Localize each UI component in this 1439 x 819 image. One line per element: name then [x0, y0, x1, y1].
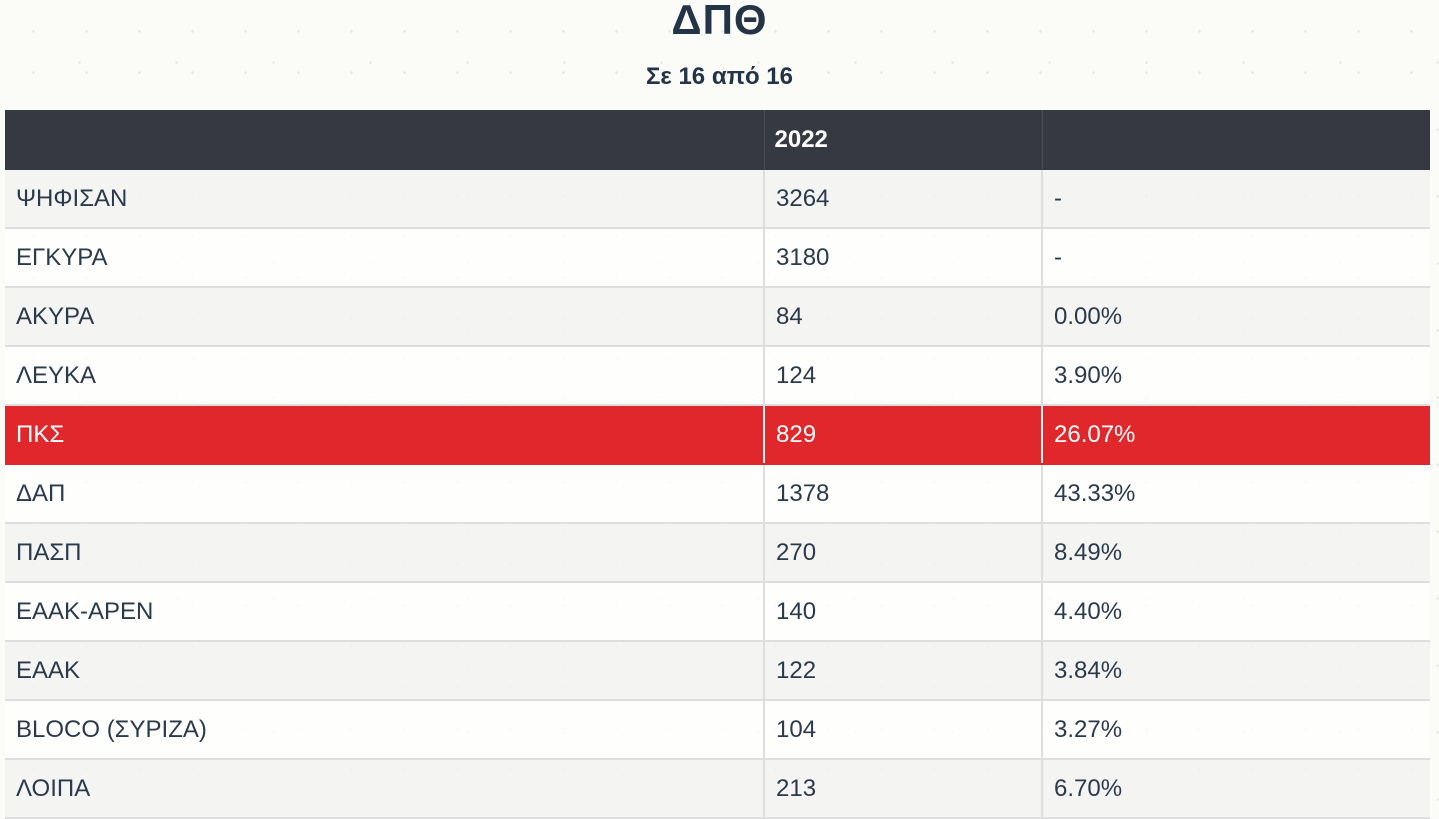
- page-subtitle: Σε 16 από 16: [646, 63, 793, 90]
- row-votes: 104: [764, 700, 1043, 760]
- table-row: ΑΚΥΡΑ 84 0.00%: [5, 287, 1430, 347]
- row-votes: 270: [764, 523, 1043, 583]
- row-votes: 1378: [764, 464, 1043, 524]
- row-votes: 829: [764, 405, 1043, 465]
- row-percent: 8.49%: [1042, 523, 1430, 583]
- row-percent: 3.84%: [1042, 641, 1430, 701]
- row-percent: -: [1042, 228, 1430, 288]
- row-label: ΔΑΠ: [5, 464, 765, 524]
- table-row: ΕΓΚΥΡΑ 3180 -: [5, 228, 1430, 288]
- row-label: ΨΗΦΙΣΑΝ: [5, 170, 765, 229]
- row-label: ΠΑΣΠ: [5, 523, 765, 583]
- page-title: ΔΠΘ: [671, 0, 768, 43]
- table-row: ΔΑΠ 1378 43.33%: [5, 464, 1430, 524]
- row-votes: 3180: [764, 228, 1043, 288]
- row-percent: 3.27%: [1042, 700, 1430, 760]
- row-label: ΕΑΑΚ-ΑΡΕΝ: [5, 582, 765, 642]
- row-label: ΛΟΙΠΑ: [5, 759, 765, 819]
- table-header-row: 2022: [5, 110, 1430, 170]
- row-label: ΕΑΑΚ: [5, 641, 765, 701]
- row-percent: 3.90%: [1042, 346, 1430, 406]
- row-label: ΕΓΚΥΡΑ: [5, 228, 765, 288]
- row-votes: 213: [764, 759, 1043, 819]
- row-votes: 3264: [764, 170, 1043, 229]
- row-percent: -: [1042, 170, 1430, 229]
- row-label: BLOCO (ΣΥΡΙΖΑ): [5, 700, 765, 760]
- row-label: ΛΕΥΚΑ: [5, 346, 765, 406]
- column-header-percent: [1042, 110, 1430, 170]
- table-row: ΠΑΣΠ 270 8.49%: [5, 523, 1430, 583]
- row-votes: 124: [764, 346, 1043, 406]
- row-votes: 84: [764, 287, 1043, 347]
- row-percent: 43.33%: [1042, 464, 1430, 524]
- row-percent: 26.07%: [1042, 405, 1430, 465]
- row-percent: 4.40%: [1042, 582, 1430, 642]
- row-percent: 0.00%: [1042, 287, 1430, 347]
- row-votes: 122: [764, 641, 1043, 701]
- column-header-year: 2022: [764, 110, 1043, 170]
- table-row: ΛΕΥΚΑ 124 3.90%: [5, 346, 1430, 406]
- row-label: ΑΚΥΡΑ: [5, 287, 765, 347]
- row-votes: 140: [764, 582, 1043, 642]
- table-row: ΛΟΙΠΑ 213 6.70%: [5, 759, 1430, 819]
- table-row: ΨΗΦΙΣΑΝ 3264 -: [5, 170, 1430, 229]
- table-row-highlighted: ΠΚΣ 829 26.07%: [5, 405, 1430, 465]
- row-label: ΠΚΣ: [5, 405, 765, 465]
- table-row: ΕΑΑΚ 122 3.84%: [5, 641, 1430, 701]
- results-table: 2022 ΨΗΦΙΣΑΝ 3264 - ΕΓΚΥΡΑ 3180 - ΑΚΥΡΑ …: [5, 110, 1430, 819]
- row-percent: 6.70%: [1042, 759, 1430, 819]
- column-header-label: [5, 110, 765, 170]
- table-row: BLOCO (ΣΥΡΙΖΑ) 104 3.27%: [5, 700, 1430, 760]
- table-row: ΕΑΑΚ-ΑΡΕΝ 140 4.40%: [5, 582, 1430, 642]
